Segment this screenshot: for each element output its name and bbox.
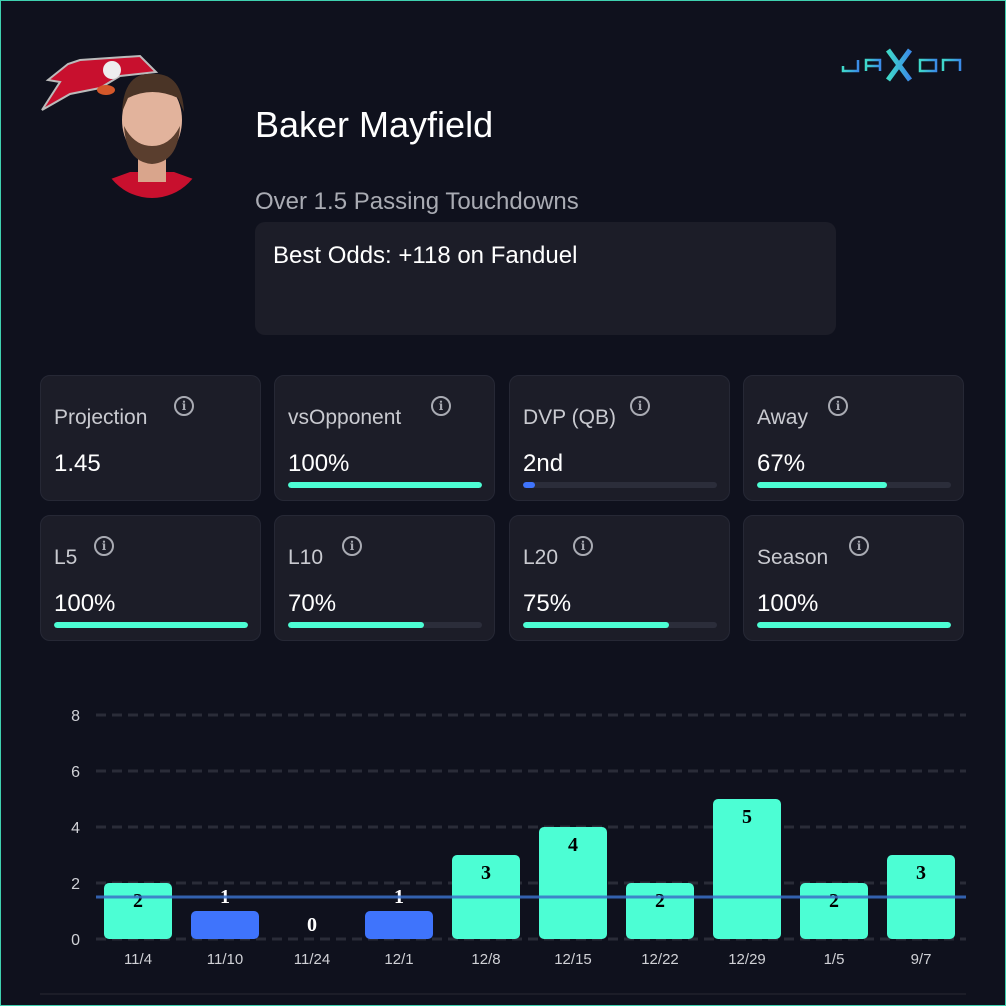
prop-description: Over 1.5 Passing Touchdowns [255,188,579,215]
info-icon[interactable]: i [828,396,848,416]
stat-progress-fill [523,482,535,488]
stat-progress-fill [288,622,424,628]
stat-label: DVP (QB) [523,406,616,429]
bar-value-label: 3 [481,862,491,884]
y-tick-label: 6 [71,764,80,781]
jaxon-logo [841,48,962,82]
stat-card-vsopponent: vsOpponent i 100% [274,375,495,501]
stat-label: L20 [523,546,559,569]
x-tick-label: 12/15 [554,951,592,968]
stat-progress-bar [757,482,951,488]
x-tick-label: 12/22 [641,951,679,968]
stat-progress-fill [523,622,669,628]
info-icon[interactable]: i [573,536,593,556]
info-icon[interactable]: i [630,396,650,416]
bar-value-label: 5 [742,806,752,828]
y-tick-label: 8 [71,708,80,725]
bar-value-label: 2 [133,890,143,912]
stat-card-l5: L5 i 100% [40,515,261,641]
stat-label: Season [757,546,829,569]
player-avatar [100,62,204,198]
stat-value: 1.45 [54,450,101,477]
info-icon[interactable]: i [174,396,194,416]
info-icon[interactable]: i [849,536,869,556]
bar-value-label: 2 [829,890,839,912]
stat-progress-bar [288,482,482,488]
stat-card-l20: L20 i 75% [509,515,730,641]
bar [713,799,781,939]
stat-progress-fill [757,482,887,488]
best-odds-panel: Best Odds: +118 on Fanduel [255,222,836,335]
info-icon[interactable]: i [94,536,114,556]
best-odds-text: Best Odds: +118 on Fanduel [273,242,578,269]
stat-value: 100% [54,590,116,617]
touchdowns-bar-chart: 02468211/4111/10011/24112/1312/8412/1521… [71,708,966,968]
player-name: Baker Mayfield [255,104,494,145]
stat-progress-bar [288,622,482,628]
bar [365,911,433,939]
stat-value: 2nd [523,450,564,477]
bar-value-label: 4 [568,834,578,856]
stat-value: 70% [288,590,337,617]
stat-progress-bar [523,482,717,488]
stat-value: 75% [523,590,572,617]
x-tick-label: 12/8 [471,951,500,968]
y-tick-label: 2 [71,876,80,893]
y-tick-label: 0 [71,932,80,949]
stat-card-dvp-qb: DVP (QB) i 2nd [509,375,730,501]
x-tick-label: 11/24 [294,951,330,968]
stat-progress-bar [54,622,248,628]
bar [539,827,607,939]
x-tick-label: 11/4 [124,951,152,968]
x-tick-label: 9/7 [911,951,932,968]
stat-label: L5 [54,546,78,569]
stat-progress-bar [757,622,951,628]
bar-value-label: 2 [655,890,665,912]
stat-card-season: Season i 100% [743,515,964,641]
stat-progress-fill [54,622,248,628]
stat-progress-fill [288,482,482,488]
team-logo-buccaneers-flag [41,54,159,111]
info-icon[interactable]: i [342,536,362,556]
stat-value: 67% [757,450,806,477]
footer-divider [40,993,966,995]
stat-card-away: Away i 67% [743,375,964,501]
bar-value-label: 0 [307,914,317,936]
stat-value: 100% [288,450,350,477]
stat-value: 100% [757,590,819,617]
stat-label: Projection [54,406,148,429]
bar [191,911,259,939]
stat-progress-bar [523,622,717,628]
x-tick-label: 12/1 [384,951,413,968]
stat-label: Away [757,406,808,429]
stat-card-l10: L10 i 70% [274,515,495,641]
info-icon[interactable]: i [431,396,451,416]
x-tick-label: 12/29 [728,951,766,968]
stat-label: vsOpponent [288,406,402,429]
x-tick-label: 11/10 [207,951,243,968]
stat-label: L10 [288,546,324,569]
stat-progress-fill [757,622,951,628]
y-tick-label: 4 [71,820,80,837]
x-tick-label: 1/5 [824,951,845,968]
bar-value-label: 3 [916,862,926,884]
stat-card-projection: Projection i 1.45 [40,375,261,501]
